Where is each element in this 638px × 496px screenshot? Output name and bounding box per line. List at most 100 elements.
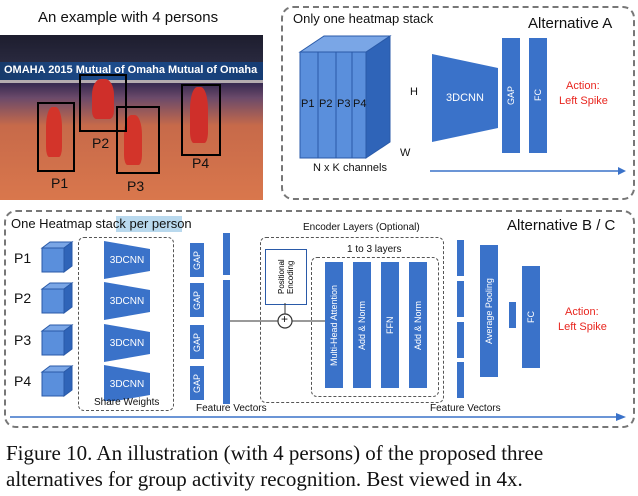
channels-label: N x K channels [313,162,387,174]
encoder-box [260,237,444,403]
feature-vector [223,280,230,322]
subtitle-highlight [116,216,182,232]
mha-block: Multi-Head Attention [325,262,343,388]
player-figure [46,107,62,157]
action-line1-bc: Action: [565,306,599,318]
person-label: P2 [92,135,110,151]
action-line1-a: Action: [566,80,600,92]
bbox-p4 [181,84,221,156]
stack-label: P4 [353,98,367,110]
feature-vector [457,281,464,317]
alt-a-title: Alternative A [528,15,613,32]
avg-pool-block: Average Pooling [480,245,498,377]
cnn-label: 3DCNN [109,337,145,349]
fc-label-a: FC [533,89,543,102]
cnn-label-a: 3DCNN [446,92,484,104]
heatmap-stack [298,35,392,159]
cnn-label: 3DCNN [109,378,145,390]
heatmap-slab [351,51,367,159]
gap-block-a: GAP [502,38,520,153]
fc-block-bc: FC [522,266,540,368]
cnn-trapezoid [104,241,150,279]
pooled-vector [509,302,516,328]
feature-vector [457,322,464,358]
addnorm-block: Add & Norm [353,262,371,388]
ffn-label: FFN [385,316,395,334]
gap-block: GAP [190,325,204,359]
feature-vector [223,322,230,364]
feature-vector [223,362,230,404]
stack-label: P1 [301,98,315,110]
person-label: P2 [14,290,32,306]
feature-vector [223,233,230,275]
time-arrow-bc [10,413,626,421]
mha-label: Multi-Head Attention [329,284,339,366]
alternative-a-panel [281,6,635,200]
alt-bc-title: Alternative B / C [507,217,616,234]
court-line [0,80,263,83]
photo-title: An example with 4 persons [38,9,219,26]
bbox-p2 [79,74,127,132]
encoder-connectors [230,303,330,329]
person-label: P3 [14,332,32,348]
alt-bc-subtitle: One Heatmap stack per person [11,216,192,231]
player-figure [124,115,142,165]
gap-label: GAP [192,332,202,352]
avg-pool-label: Average Pooling [484,278,494,344]
gap-label: GAP [192,373,202,393]
feature-vector [457,240,464,276]
gap-label-a: GAP [506,86,516,106]
gap-label: GAP [192,290,202,310]
w-dimension-label: W [400,147,411,159]
person-label: P3 [127,178,145,194]
alt-a-subtitle: Only one heatmap stack [293,11,434,26]
time-arrow-a [430,167,626,175]
figure-caption-line2: alternatives for group activity recognit… [6,467,523,491]
cnn-trapezoid [104,365,150,401]
person-label: P4 [14,373,32,389]
heatmap-cube [40,365,74,397]
volleyball-photo: OMAHA 2015 Mutual of Omaha Mutual of Oma… [0,35,263,200]
cnn-trapezoid [104,282,150,320]
share-weights-box [78,237,174,411]
banner-text: OMAHA 2015 Mutual of Omaha Mutual of Oma… [4,64,258,76]
cnn-label: 3DCNN [109,254,145,266]
figure-caption-line1: Figure 10. An illustration (with 4 perso… [6,441,544,465]
alternative-bc-panel [4,210,635,428]
player-figure [92,79,114,119]
encoder-title: Encoder Layers (Optional) [303,222,420,233]
feature-vectors-right-label: Feature Vectors [430,403,501,414]
share-weights-label: Share Weights [94,397,160,408]
plus-sign: + [281,312,289,326]
person-label: P4 [192,155,210,171]
action-line2-a: Left Spike [559,95,608,107]
cnn-label: 3DCNN [109,295,145,307]
player-figure [190,87,208,143]
addnorm-label: Add & Norm [413,300,423,350]
arena-banner: OMAHA 2015 Mutual of Omaha Mutual of Oma… [0,62,263,80]
gap-block: GAP [190,243,204,277]
layers-label: 1 to 3 layers [347,244,402,255]
gap-block: GAP [190,283,204,317]
positional-encoding-label: Positional Encoding [277,259,295,295]
stack-label: P3 [337,98,351,110]
stack-label: P2 [319,98,333,110]
h-dimension-label: H [410,86,418,98]
cnn-trapezoid [104,324,150,362]
feature-vector [457,362,464,398]
cnn-block-a [432,54,498,142]
person-cubes [40,241,74,397]
fc-label-bc: FC [526,311,536,323]
feature-vectors-left-label: Feature Vectors [196,403,267,414]
bbox-p1 [37,102,75,172]
person-label: P1 [14,250,32,266]
person-label: P1 [51,175,69,191]
heatmap-cube [40,282,74,314]
addnorm-label: Add & Norm [357,300,367,350]
heatmap-slab [298,35,392,159]
gap-block: GAP [190,366,204,400]
cnn-trapezoids [104,241,150,401]
positional-encoding-box: Positional Encoding [265,249,307,305]
gap-label: GAP [192,250,202,270]
ffn-block: FFN [381,262,399,388]
